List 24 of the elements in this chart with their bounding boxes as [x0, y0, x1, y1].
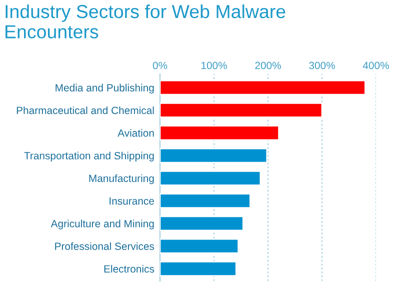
y-tick-label: Electronics: [104, 264, 154, 273]
bar: [160, 261, 237, 276]
y-tick-label: Media and Publishing: [56, 84, 154, 94]
x-tick-label: 300%: [309, 62, 335, 70]
y-tick-label: Agriculture and Mining: [50, 220, 154, 230]
y-tick-label: Professional Services: [55, 242, 154, 250]
chart-title: Industry Sectors for Web Malware Encounters: [6, 4, 286, 38]
bar: [160, 148, 268, 164]
bar: [160, 102, 323, 118]
y-tick-label: Aviation: [118, 129, 154, 137]
y-tick-label: Manufacturing: [89, 174, 154, 184]
x-tick-label: 0%: [152, 62, 168, 70]
y-tick-label: Pharmaceutical and Chemical: [16, 106, 154, 114]
bar: [160, 238, 239, 254]
bar: [160, 125, 280, 141]
y-tick-label: Insurance: [110, 197, 154, 205]
bar: [160, 80, 366, 96]
x-tick-label: 200%: [255, 62, 281, 70]
bar: [160, 170, 262, 186]
bar: [160, 216, 244, 232]
x-tick-label: 400%: [362, 62, 389, 70]
y-tick-label: Transportation and Shipping: [24, 152, 154, 162]
x-tick-label: 100%: [201, 62, 227, 70]
bar: [160, 193, 251, 209]
